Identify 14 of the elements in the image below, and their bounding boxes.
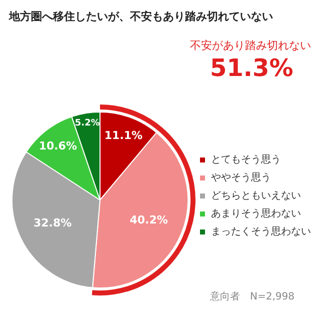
legend-label: まったくそう思わない <box>211 226 311 238</box>
data-label: 5.2% <box>74 118 100 129</box>
legend-label: どちらともいえない <box>211 190 301 202</box>
data-label: 11.1% <box>104 129 143 142</box>
legend-label: あまりそう思わない <box>211 208 301 220</box>
legend-label: とてもそう思う <box>211 154 281 166</box>
data-label: 32.8% <box>33 216 72 230</box>
chart-title: 地方圏へ移住したいが、不安もあり踏み切れていない <box>8 10 273 23</box>
text: 51.3% <box>210 54 294 82</box>
data-label: 40.2% <box>130 214 168 227</box>
text: 不安があり踏み切れない <box>190 39 311 52</box>
text: 意向者 N=2,998 <box>209 290 294 302</box>
legend-label: ややそう思う <box>211 172 271 184</box>
data-label: 10.6% <box>38 139 77 152</box>
